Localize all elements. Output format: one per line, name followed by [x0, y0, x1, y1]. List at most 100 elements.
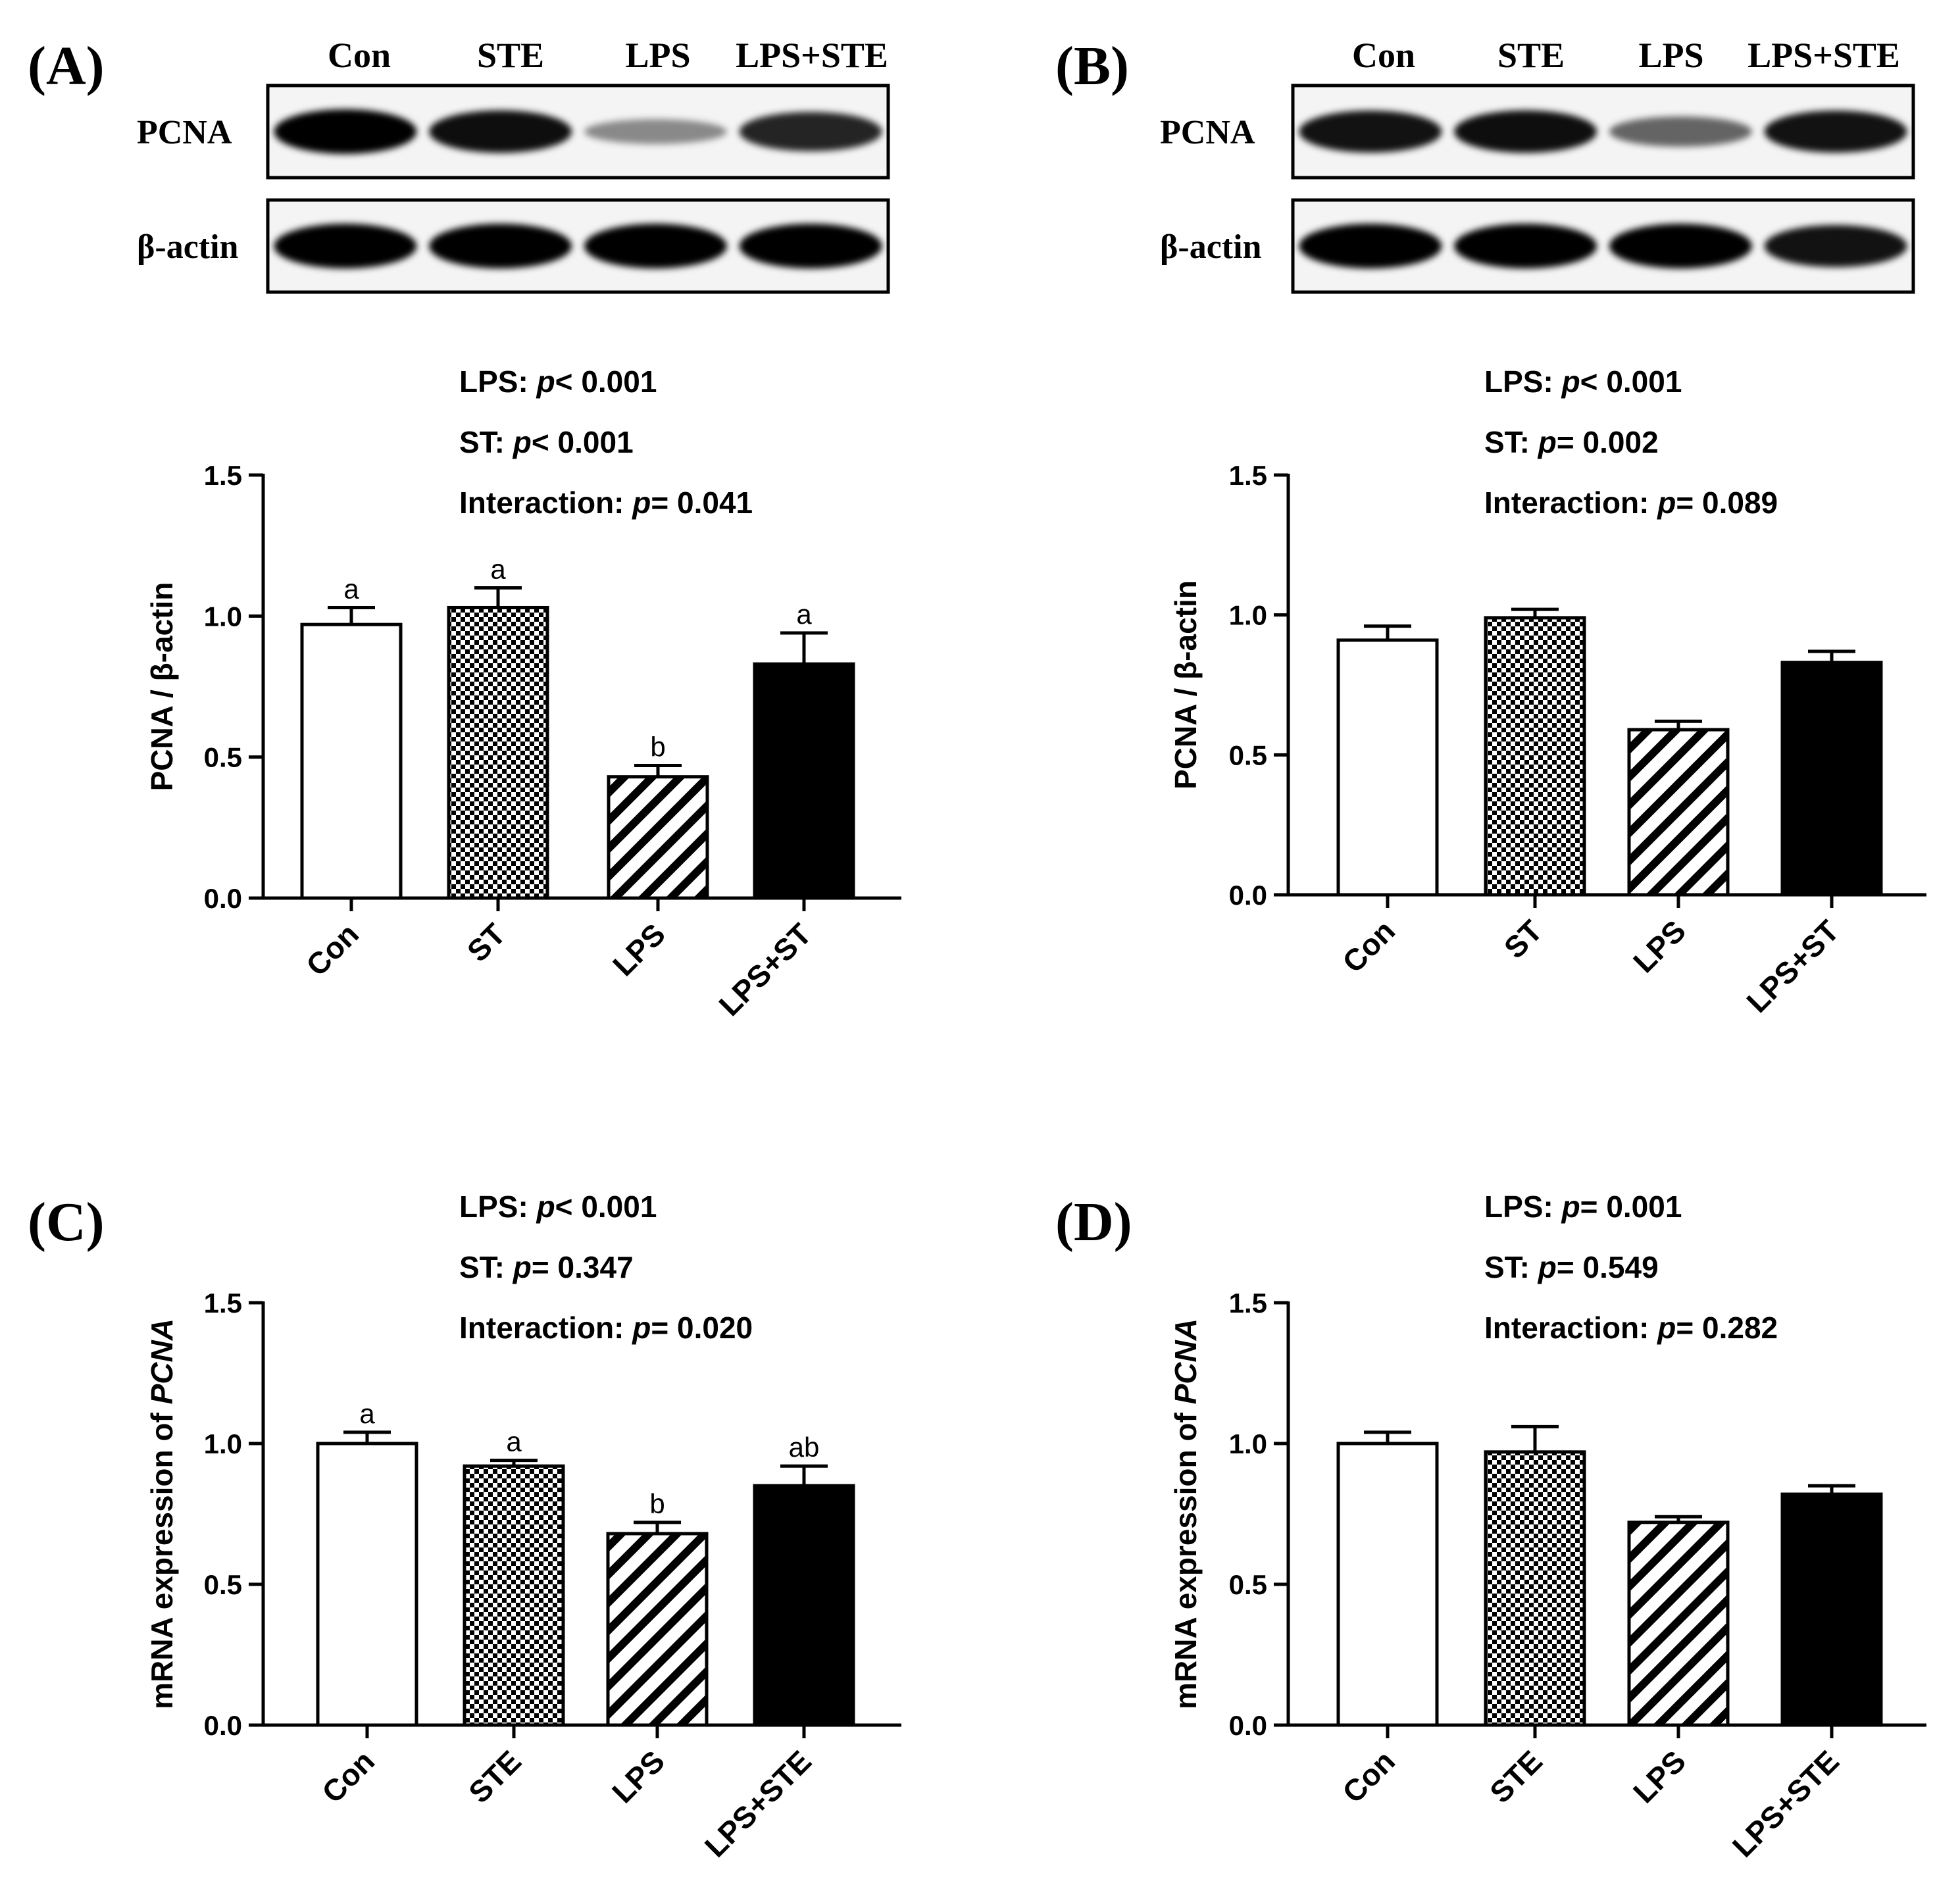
bar	[1627, 1521, 1730, 1727]
blot-row-label: PCNA	[1160, 114, 1255, 151]
bar	[1780, 1492, 1883, 1727]
stat-p: p	[536, 364, 555, 399]
significance-letter: a	[490, 553, 506, 584]
blot-band	[1454, 224, 1597, 268]
y-tick-label: 0.0	[204, 1710, 242, 1741]
blot-lane-label: Con	[328, 36, 391, 75]
stat-line: ST: p= 0.347	[459, 1250, 634, 1284]
y-tick-label: 1.5	[1229, 1288, 1267, 1319]
bar	[1336, 638, 1439, 897]
bar	[1627, 728, 1730, 897]
stat-value: = 0.282	[1676, 1311, 1778, 1345]
stat-value: = 0.020	[651, 1311, 753, 1345]
y-tick-label: 1.0	[204, 601, 242, 632]
blot-lane-label: STE	[1497, 36, 1565, 75]
stat-p: p	[1656, 486, 1676, 520]
y-tick-label: 0.5	[1229, 1569, 1267, 1600]
blot-band	[274, 109, 417, 154]
bar	[753, 1484, 855, 1727]
significance-letter: a	[796, 599, 812, 630]
significance-letter: a	[343, 573, 359, 604]
stat-p: p	[536, 1190, 555, 1224]
stat-line: Interaction: p= 0.020	[459, 1311, 753, 1345]
stat-p: p	[1537, 425, 1557, 459]
blot-band	[1609, 116, 1752, 147]
bar-chart: 0.0 0.5 1.0 1.5 mRNA expression of PCNA a Con a…	[145, 1288, 901, 1864]
x-tick-label: Con	[1336, 913, 1401, 979]
panel-label: (B)	[1055, 36, 1129, 97]
stat-value: < 0.001	[555, 1190, 657, 1224]
blot-lane-label: LPS+STE	[1747, 36, 1900, 75]
stat-value: = 0.549	[1557, 1250, 1659, 1284]
y-tick-label: 0.5	[204, 1569, 242, 1600]
panel-label: (A)	[28, 36, 105, 97]
stat-key: Interaction:	[459, 486, 632, 520]
stat-key: LPS:	[459, 364, 537, 399]
blot-band	[1764, 111, 1907, 153]
stat-line: LPS: p< 0.001	[459, 364, 657, 399]
blot-band	[1299, 111, 1442, 153]
stat-key: Interaction:	[1484, 1311, 1657, 1345]
stat-key: LPS:	[1484, 364, 1562, 399]
bar	[463, 1464, 565, 1727]
blot-row-label: PCNA	[137, 114, 232, 151]
stat-value: < 0.001	[555, 364, 657, 399]
significance-letter: b	[649, 1488, 665, 1519]
stat-p: p	[1561, 364, 1580, 399]
bar-chart: 0.0 0.5 1.0 1.5 mRNA expression of PCNA Con ST…	[1168, 1288, 1926, 1864]
y-tick-label: 1.0	[1229, 600, 1267, 631]
blot-lane-label: Con	[1352, 36, 1415, 75]
stat-value: = 0.089	[1676, 486, 1778, 520]
bar-chart: 0.0 0.5 1.0 1.5 PCNA / β-actin Con ST LPS LPS+ST	[1168, 460, 1926, 1019]
x-tick-label: ST	[1497, 913, 1549, 965]
x-tick-label: STE	[1483, 1744, 1549, 1809]
significance-letter: a	[506, 1426, 522, 1457]
blot-band	[1299, 224, 1442, 268]
x-tick-label: LPS+ST	[712, 917, 818, 1022]
y-tick-label: 0.0	[1229, 1710, 1267, 1741]
stat-line: ST: p= 0.002	[1484, 425, 1659, 459]
bar	[1484, 616, 1586, 897]
y-axis-title-part: PCNA	[1168, 1319, 1203, 1404]
blot-band	[429, 110, 572, 153]
blot-band	[584, 119, 727, 144]
stat-line: LPS: p< 0.001	[1484, 364, 1682, 399]
panel-label: (C)	[28, 1192, 105, 1253]
bar-chart: 0.0 0.5 1.0 1.5 PCNA / β-actin a Con a ST b LPS a LP…	[145, 460, 901, 1022]
y-tick-label: 1.5	[204, 1288, 242, 1319]
blot-band	[274, 224, 417, 268]
blot-band	[584, 224, 727, 268]
y-axis-title-part: mRNA expression of	[1168, 1404, 1203, 1709]
y-tick-label: 0.5	[204, 742, 242, 773]
western-blot: Con STE LPS LPS+STE PCNA β-actin	[137, 36, 890, 294]
stat-key: Interaction:	[459, 1311, 632, 1345]
stat-value: < 0.001	[1580, 364, 1682, 399]
blot-band	[429, 224, 572, 268]
y-axis-title: mRNA expression of PCNA	[1168, 1319, 1203, 1709]
blot-lane-label: STE	[477, 36, 544, 75]
stat-key: ST:	[459, 425, 513, 459]
bar	[300, 622, 403, 900]
y-tick-label: 1.0	[1229, 1428, 1267, 1459]
x-tick-label: LPS+STE	[698, 1744, 818, 1863]
stat-p: p	[631, 1311, 651, 1345]
x-tick-label: Con	[1336, 1744, 1401, 1809]
x-tick-label: Con	[299, 917, 365, 982]
y-axis-title: mRNA expression of PCNA	[145, 1319, 179, 1709]
y-axis-title-part: PCNA / β-actin	[145, 582, 179, 792]
significance-letter: a	[359, 1398, 375, 1429]
x-tick-label: Con	[315, 1744, 381, 1809]
significance-letter: ab	[789, 1432, 820, 1463]
stat-key: ST:	[459, 1250, 513, 1284]
bar	[753, 662, 855, 900]
blot-band	[1454, 110, 1597, 153]
blot-band	[1609, 224, 1752, 268]
stat-p: p	[1656, 1311, 1676, 1345]
stat-key: LPS:	[1484, 1190, 1562, 1224]
blot-lane-label: LPS	[1638, 36, 1703, 75]
y-tick-label: 1.5	[204, 460, 242, 491]
blot-band	[739, 224, 882, 268]
